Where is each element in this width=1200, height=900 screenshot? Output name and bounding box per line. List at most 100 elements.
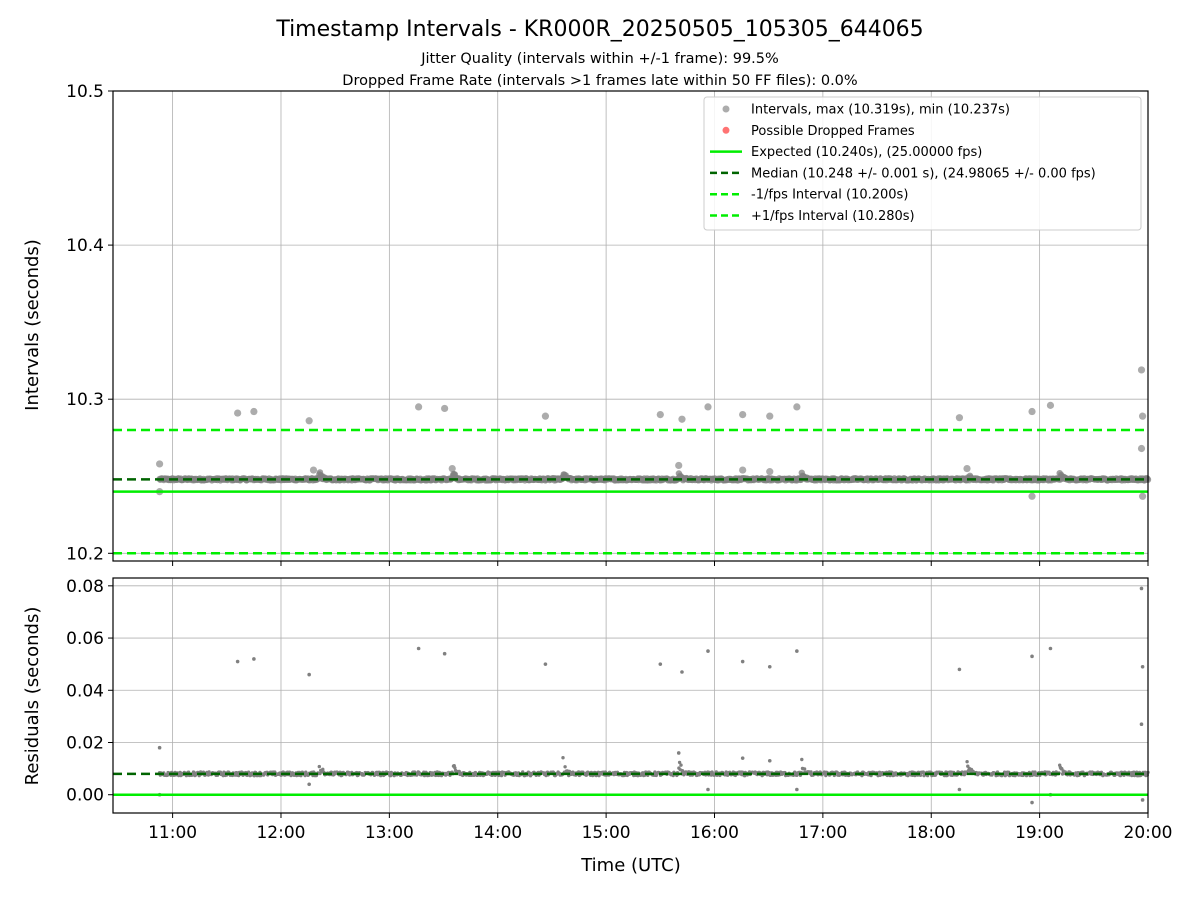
interval-point [1028,492,1036,500]
interval-point [675,461,683,470]
interval-point [309,466,318,474]
y-axis-label-intervals: Intervals (seconds) [22,239,43,411]
interval-point [157,745,162,750]
interval-point [250,407,258,416]
interval-point [706,649,710,653]
interval-point [448,464,456,473]
interval-point [1140,664,1145,669]
y-axis-label-residuals: Residuals (seconds) [22,607,43,786]
interval-point [706,787,710,792]
chart-subtitle-jitter: Jitter Quality (intervals within +/-1 fr… [420,51,779,67]
interval-point [1140,798,1145,802]
interval-point [561,756,565,760]
interval-points [156,469,1152,484]
interval-point [680,670,684,674]
interval-point [800,757,804,762]
interval-point [739,466,747,474]
interval-point [795,787,799,792]
plot-layer: 10.2 10.3 10.4 10.5 Intervals, max (10.319s)… [66,82,1172,843]
interval-point [957,667,962,672]
legend-label: Possible Dropped Frames [751,124,915,139]
interval-point [541,412,550,420]
interval-point [1138,492,1147,500]
interval-point [1138,412,1147,420]
interval-point [442,651,447,656]
interval-point [252,657,256,661]
legend-box [703,96,1142,231]
legend: Intervals, max (10.319s), min (10.237s) P… [703,96,1142,231]
interval-point [1030,800,1034,805]
interval-point [321,767,325,771]
interval-point [963,464,971,473]
interval-point [453,766,457,770]
interval-point [597,773,601,778]
x-axis-label: Time (UTC) [580,855,681,876]
interval-point [740,659,745,664]
x-tick-label: 18:00 [907,823,956,843]
panel-frame [112,577,1149,814]
panel-residuals: 11:00 12:00 13:00 14:00 15:00 16:00 17:00 18:00… [66,577,1172,843]
interval-point [795,649,799,653]
interval-point [307,782,311,787]
y-tick-label: 0.04 [66,681,104,701]
interval-point [957,787,962,792]
interval-point [441,404,449,413]
interval-point [1046,401,1055,409]
interval-point [656,411,664,419]
x-tick-label: 14:00 [473,823,522,843]
interval-point [766,468,774,476]
interval-point [658,662,663,666]
legend-label: Median (10.248 +/- 0.001 s), (24.98065 +… [751,166,1096,181]
interval-point [802,767,807,771]
y-tick-label: 10.2 [66,544,104,564]
interval-point [1048,646,1053,651]
interval-point [415,403,423,411]
x-tick-label: 12:00 [256,823,305,843]
interval-point [704,403,712,411]
interval-point [767,664,772,669]
legend-marker [722,126,730,134]
x-tick-label: 11:00 [148,823,197,843]
y-tick-label: 0.02 [66,734,104,754]
interval-point [965,760,969,764]
interval-point [1139,722,1144,727]
legend-label: Intervals, max (10.319s), min (10.237s) [751,103,1010,118]
interval-point [416,646,421,651]
interval-point [740,756,745,760]
x-tick-label: 17:00 [798,823,847,843]
interval-point [955,414,964,422]
interval-point [677,760,682,765]
interval-point [767,758,772,763]
interval-point [307,672,311,677]
interval-point [563,765,567,769]
interval-point [1030,654,1034,659]
interval-point [678,415,686,423]
interval-point [1139,586,1144,591]
x-tick-label: 13:00 [365,823,414,843]
interval-point [1137,366,1146,374]
interval-point [499,773,504,778]
x-tick-label: 16:00 [690,823,739,843]
x-tick-label: 15:00 [582,823,631,843]
x-tick-label: 20:00 [1124,823,1173,843]
interval-point [543,662,548,666]
interval-point [676,751,681,755]
chart-title: Timestamp Intervals - KR000R_20250505_10… [275,17,923,42]
interval-point [739,411,747,419]
legend-marker [722,105,730,113]
interval-point [235,659,240,664]
interval-point [679,763,683,767]
legend-label: -1/fps Interval (10.200s) [751,188,908,203]
y-tick-label: 0.00 [66,786,104,806]
y-tick-label: 0.06 [66,629,104,649]
panel-frame [112,90,1149,562]
legend-label: +1/fps Interval (10.280s) [751,209,915,224]
x-tick-label: 19:00 [1015,823,1064,843]
y-tick-label: 10.4 [66,236,104,256]
interval-point [156,460,164,468]
legend-label: Expected (10.240s), (25.00000 fps) [751,145,982,160]
interval-point [1028,407,1036,416]
interval-point [766,412,774,420]
y-tick-label: 10.5 [66,82,104,102]
